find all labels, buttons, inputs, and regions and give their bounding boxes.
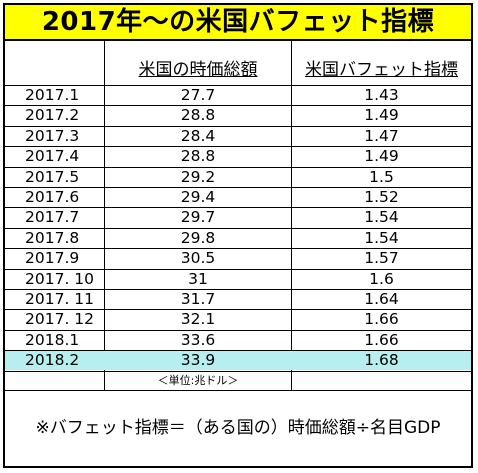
table-row: 2017.6 29.4 1.52	[5, 186, 471, 207]
date-cell: 2018.1	[5, 331, 101, 350]
date-label: 2017.8	[25, 228, 80, 247]
market-cap-cell: 33.6	[180, 330, 216, 349]
date-label: 2017.7	[25, 208, 80, 227]
buffett-indicator-cell: 1.43	[364, 86, 399, 104]
column-divider	[291, 41, 292, 390]
date-label: 2017.6	[25, 187, 80, 206]
date-cell: 2017.6	[5, 188, 101, 207]
table-row: 2018.2 33.9 1.68	[5, 350, 471, 371]
buffett-indicator-cell: 1.54	[364, 208, 399, 227]
unit-row: ＜単位:兆ドル＞	[5, 371, 471, 391]
buffett-table: 2017年～の米国バフェット指標 米国の時価総額 米国バフェット指標 2017.…	[3, 3, 473, 468]
date-label: 2017. 10	[25, 269, 95, 288]
buffett-indicator-cell: 1.6	[369, 269, 394, 288]
footnote: ※バフェット指標＝（ある国の）時価総額÷名目GDP	[35, 418, 441, 438]
date-cell: 2017.5	[5, 168, 101, 187]
date-cell: 2017. 12	[5, 310, 101, 329]
date-label: 2017. 12	[25, 310, 95, 329]
buffett-indicator-cell: 1.52	[364, 187, 399, 206]
buffett-indicator-cell: 1.66	[364, 330, 399, 349]
buffett-indicator-cell: 1.57	[364, 249, 399, 268]
date-label: 2017.4	[25, 147, 80, 166]
market-cap-cell: 28.8	[180, 106, 216, 125]
date-cell: 2017.2	[5, 106, 101, 125]
date-cell: 2017. 10	[5, 270, 101, 289]
market-cap-cell: 32.1	[180, 310, 216, 329]
market-cap-cell: 29.4	[180, 187, 216, 206]
market-cap-cell: 29.7	[180, 208, 216, 227]
buffett-indicator-cell: 1.66	[364, 310, 399, 329]
table-row: 2017.9 30.5 1.57	[5, 248, 471, 268]
buffett-indicator-cell: 1.54	[364, 228, 399, 247]
date-label: 2017.9	[25, 249, 80, 268]
header-market-cap: 米国の時価総額	[138, 60, 258, 80]
market-cap-cell: 28.4	[180, 126, 216, 145]
table-row: 2017.5 29.2 1.5	[5, 166, 471, 187]
unit-label: ＜単位:兆ドル＞	[157, 374, 239, 387]
table-row: 2017.7 29.7 1.54	[5, 207, 471, 227]
date-label: 2018.2	[25, 351, 80, 370]
date-cell: 2017.8	[5, 229, 101, 248]
market-cap-cell: 29.8	[180, 228, 216, 247]
date-cell: 2017.1	[5, 86, 101, 105]
date-cell: 2017.4	[5, 147, 101, 166]
table-row: 2017.2 28.8 1.49	[5, 105, 471, 125]
market-cap-cell: 28.8	[180, 147, 216, 166]
buffett-indicator-cell: 1.47	[364, 126, 399, 145]
date-label: 2017. 11	[25, 289, 95, 308]
table-row: 2018.1 33.6 1.66	[5, 329, 471, 350]
column-divider	[104, 41, 105, 390]
market-cap-cell: 27.7	[180, 86, 216, 104]
market-cap-cell: 31.7	[180, 289, 216, 308]
date-cell: 2017.3	[5, 127, 101, 146]
header-buffett-indicator: 米国バフェット指標	[305, 60, 458, 80]
market-cap-cell: 31	[188, 269, 208, 288]
table-row: 2017. 10 31 1.6	[5, 268, 471, 289]
table-row: 2017.8 29.8 1.54	[5, 227, 471, 248]
market-cap-cell: 29.2	[180, 167, 216, 186]
date-label: 2017.1	[25, 86, 80, 104]
buffett-indicator-cell: 1.64	[364, 289, 399, 308]
buffett-indicator-cell: 1.49	[364, 106, 399, 125]
date-cell: 2017. 11	[5, 290, 101, 309]
table-row: 2017. 11 31.7 1.64	[5, 288, 471, 309]
buffett-indicator-cell: 1.49	[364, 147, 399, 166]
table-title: 2017年～の米国バフェット指標	[5, 5, 471, 41]
table-row: 2017.1 27.7 1.43	[5, 85, 471, 105]
table-row: 2017.3 28.4 1.47	[5, 125, 471, 146]
buffett-indicator-cell: 1.5	[369, 167, 394, 186]
header-row: 米国の時価総額 米国バフェット指標	[5, 41, 471, 85]
date-label: 2017.2	[25, 106, 80, 125]
date-label: 2017.3	[25, 126, 80, 145]
date-label: 2017.5	[25, 167, 80, 186]
table-row: 2017. 12 32.1 1.66	[5, 309, 471, 329]
buffett-indicator-cell: 1.68	[364, 351, 399, 370]
date-label: 2018.1	[25, 330, 80, 349]
date-cell: 2017.9	[5, 249, 101, 268]
date-cell: 2017.7	[5, 208, 101, 227]
table-body: 2017.1 27.7 1.43 2017.2 28.8 1.49 2017.3 28.4 1.…	[5, 85, 471, 371]
market-cap-cell: 30.5	[180, 249, 216, 268]
market-cap-cell: 33.9	[180, 351, 216, 370]
date-cell: 2018.2	[5, 351, 101, 370]
table-row: 2017.4 28.8 1.49	[5, 146, 471, 166]
